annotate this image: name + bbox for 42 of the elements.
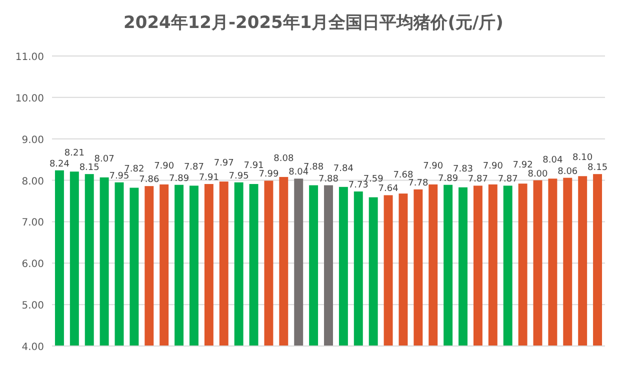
data-label: 8.00 [528,169,548,180]
data-label: 7.97 [214,158,234,169]
data-label: 7.90 [482,161,504,172]
data-label: 8.15 [588,163,608,174]
data-label: 7.86 [139,175,160,186]
data-label: 7.91 [198,173,219,184]
data-label: 7.87 [498,174,518,185]
data-label: 7.91 [244,161,264,172]
data-label: 7.90 [154,161,174,172]
y-tick-label: 11.00 [15,52,44,63]
data-label: 7.88 [318,174,339,184]
data-label: 7.95 [109,171,130,182]
data-label: 7.83 [452,164,474,174]
y-tick-label: 5.00 [22,300,44,312]
data-label: 7.92 [512,160,533,171]
data-label: 7.87 [184,162,204,173]
data-label: 8.07 [94,154,114,164]
data-label: 7.89 [169,174,190,184]
data-label: 8.24 [49,159,70,170]
data-label: 7.78 [408,178,428,188]
data-label: 7.95 [228,171,249,182]
data-label: 8.21 [64,148,84,159]
data-label: 8.08 [274,154,294,164]
data-label: 8.04 [288,168,309,178]
data-label: 8.15 [79,163,100,174]
data-label: 7.73 [348,180,368,190]
data-label: 8.04 [542,156,563,166]
y-tick-label: 4.00 [22,342,44,353]
y-tick-label: 6.00 [22,259,44,270]
y-tick-label: 7.00 [22,218,44,229]
y-tick-label: 9.00 [22,134,44,146]
chart-title: 2024年12月-2025年1月全国日平均猪价(元/斤) [124,13,504,33]
y-tick-label: 8.00 [22,176,44,188]
data-label: 7.84 [333,164,354,174]
data-label: 7.87 [468,174,488,185]
data-label: 8.10 [572,153,593,164]
data-label: 8.06 [558,166,578,177]
data-label: 7.89 [438,174,458,184]
data-label: 7.64 [378,184,399,194]
data-label: 7.90 [423,161,444,172]
y-tick-label: 10.00 [15,93,44,104]
data-label: 7.99 [258,170,280,180]
